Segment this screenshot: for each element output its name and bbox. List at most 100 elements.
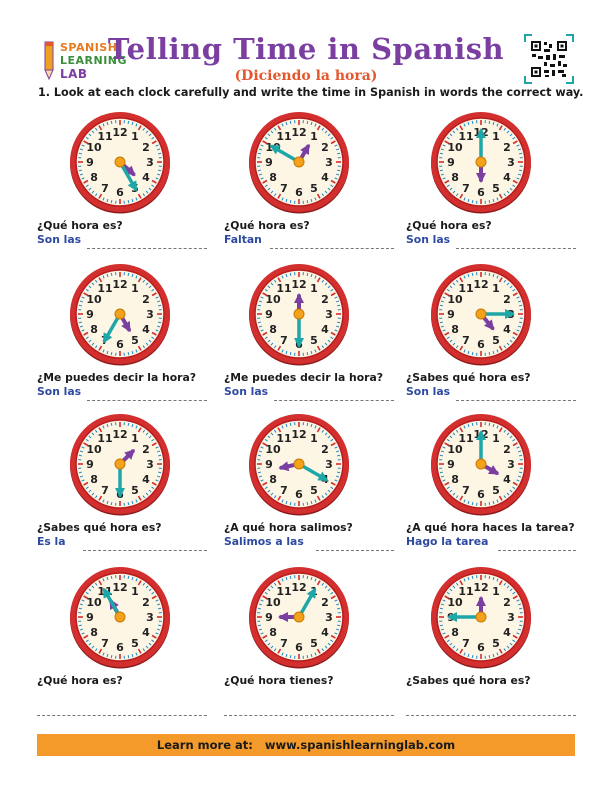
- question-text: ¿Sabes qué hora es?: [406, 371, 531, 384]
- clock-number: 6: [477, 186, 485, 199]
- clock-number: 8: [451, 323, 459, 336]
- question-text: ¿Qué hora es?: [37, 674, 123, 687]
- clock-icon: 121234567891011: [70, 414, 170, 516]
- clock-number: 4: [142, 323, 150, 336]
- clock-number: 10: [86, 596, 102, 609]
- clock-number: 3: [146, 611, 154, 624]
- clock-number: 6: [477, 338, 485, 351]
- clock-number: 3: [325, 308, 333, 321]
- question-text: ¿Qué hora tienes?: [224, 674, 334, 687]
- answer-line[interactable]: [83, 550, 207, 551]
- clock-number: 8: [269, 626, 277, 639]
- question-text: ¿Qué hora es?: [406, 219, 492, 232]
- clock-number: 4: [503, 323, 511, 336]
- clock-number: 10: [447, 141, 463, 154]
- clock-number: 12: [112, 278, 127, 291]
- clock-number: 10: [86, 141, 102, 154]
- clock-icon: 121234567891011: [70, 567, 170, 669]
- clock-number: 1: [131, 282, 139, 295]
- clock-number: 3: [325, 458, 333, 471]
- exercise-9: 121234567891011¿A qué hora haces la tare…: [406, 412, 586, 562]
- answer-prompt: Salimos a las: [224, 535, 304, 548]
- clock-number: 3: [325, 156, 333, 169]
- clock-number: 7: [280, 484, 288, 497]
- footer-url[interactable]: www.spanishlearninglab.com: [264, 738, 456, 752]
- answer-line[interactable]: [456, 400, 576, 401]
- clock-number: 4: [321, 323, 329, 336]
- clock-number: 9: [265, 308, 273, 321]
- clock-icon: 121234567891011: [249, 264, 349, 366]
- clock-number: 12: [112, 428, 127, 441]
- clock-number: 9: [86, 156, 94, 169]
- footer-label: Learn more at:: [156, 738, 253, 752]
- clock-number: 1: [492, 282, 500, 295]
- clock-number: 3: [507, 458, 515, 471]
- clock-number: 6: [116, 338, 124, 351]
- pencil-icon: [44, 41, 54, 80]
- clock-number: 5: [310, 484, 318, 497]
- clock-number: 7: [462, 334, 470, 347]
- question-text: ¿Sabes qué hora es?: [406, 674, 531, 687]
- answer-line[interactable]: [406, 715, 576, 716]
- clock-number: 3: [325, 611, 333, 624]
- clock-number: 9: [86, 611, 94, 624]
- clock-icon: 121234567891011: [70, 264, 170, 366]
- question-text: ¿Qué hora es?: [37, 219, 123, 232]
- clock-number: 10: [447, 443, 463, 456]
- qr-code: [524, 34, 574, 84]
- clock-number: 11: [276, 432, 291, 445]
- exercise-7: 121234567891011 ¿Sabes qué hora es?Es la: [37, 412, 217, 562]
- answer-line[interactable]: [87, 400, 207, 401]
- clock-number: 2: [503, 596, 511, 609]
- clock-number: 8: [451, 473, 459, 486]
- clock-number: 12: [291, 278, 306, 291]
- clock-number: 10: [86, 443, 102, 456]
- answer-line[interactable]: [87, 248, 207, 249]
- clock-number: 9: [265, 611, 273, 624]
- clock-number: 12: [473, 581, 488, 594]
- clock-number: 6: [295, 488, 303, 501]
- clock-icon: 121234567891011: [249, 112, 349, 214]
- logo-word-learning: LEARNING: [60, 54, 128, 67]
- question-text: ¿Sabes qué hora es?: [37, 521, 162, 534]
- logo: SPANISH LEARNING LAB: [40, 38, 130, 82]
- answer-line[interactable]: [270, 248, 394, 249]
- clock-number: 9: [265, 458, 273, 471]
- answer-line[interactable]: [37, 715, 207, 716]
- page-title: Telling Time in Spanish: [107, 32, 505, 66]
- clock-number: 7: [101, 182, 109, 195]
- clock-number: 2: [321, 141, 329, 154]
- answer-prompt: Son las: [37, 233, 82, 246]
- clock-number: 4: [321, 626, 329, 639]
- clock-number: 5: [492, 334, 500, 347]
- answer-line[interactable]: [456, 248, 576, 249]
- clock-number: 8: [269, 171, 277, 184]
- answer-line[interactable]: [224, 715, 394, 716]
- logo-word-lab: LAB: [60, 67, 88, 81]
- clock-number: 12: [112, 581, 127, 594]
- clock-icon: 121234567891011: [431, 414, 531, 516]
- answer-line[interactable]: [498, 550, 576, 551]
- exercise-11: 121234567891011¿Qué hora tienes?: [224, 565, 404, 716]
- clock-number: 9: [86, 308, 94, 321]
- answer-prompt: Es la: [37, 535, 66, 548]
- exercise-1: 121234567891011¿Qué hora es?Son las: [37, 110, 217, 260]
- clock-number: 2: [142, 596, 150, 609]
- clock-number: 3: [146, 156, 154, 169]
- clock-number: 11: [97, 432, 112, 445]
- clock-number: 4: [503, 171, 511, 184]
- clock-number: 4: [142, 473, 150, 486]
- answer-line[interactable]: [316, 550, 394, 551]
- clock-number: 3: [507, 611, 515, 624]
- clock-number: 1: [310, 130, 318, 143]
- question-text: ¿Me puedes decir la hora?: [37, 371, 197, 384]
- clock-icon: 121234567891011: [249, 567, 349, 669]
- clock-number: 8: [90, 473, 98, 486]
- answer-line[interactable]: [274, 400, 394, 401]
- clock-number: 2: [142, 293, 150, 306]
- answer-prompt: Faltan: [224, 233, 262, 246]
- exercise-12: 121234567891011¿Sabes qué hora es?: [406, 565, 586, 716]
- clock-number: 2: [321, 596, 329, 609]
- clock-icon: 121234567891011: [249, 414, 349, 516]
- clock-number: 6: [295, 641, 303, 654]
